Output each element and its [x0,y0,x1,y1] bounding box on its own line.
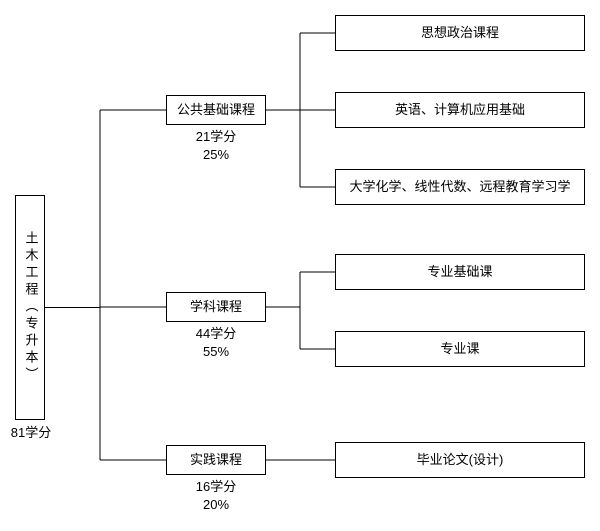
mid-caption-2: 16学分20% [186,478,246,513]
leaf-node-4: 专业课 [335,331,585,367]
mid-node-0: 公共基础课程 [166,95,266,125]
mid-node-1: 学科课程 [166,292,266,322]
leaf-node-2: 大学化学、线性代数、远程教育学习学 [335,169,585,205]
diagram-stage: 土木工程（专升本） 81学分 公共基础课程21学分25% 学科课程44学分55% 实践课… [0,0,600,531]
mid-caption-1: 44学分55% [186,325,246,360]
leaf-node-5: 毕业论文(设计) [335,442,585,478]
root-caption: 81学分 [6,424,56,442]
root-node: 土木工程（专升本） [15,195,45,420]
leaf-node-0: 思想政治课程 [335,15,585,51]
leaf-node-1: 英语、计算机应用基础 [335,92,585,128]
mid-caption-0: 21学分25% [186,128,246,163]
leaf-node-3: 专业基础课 [335,254,585,290]
mid-node-2: 实践课程 [166,445,266,475]
